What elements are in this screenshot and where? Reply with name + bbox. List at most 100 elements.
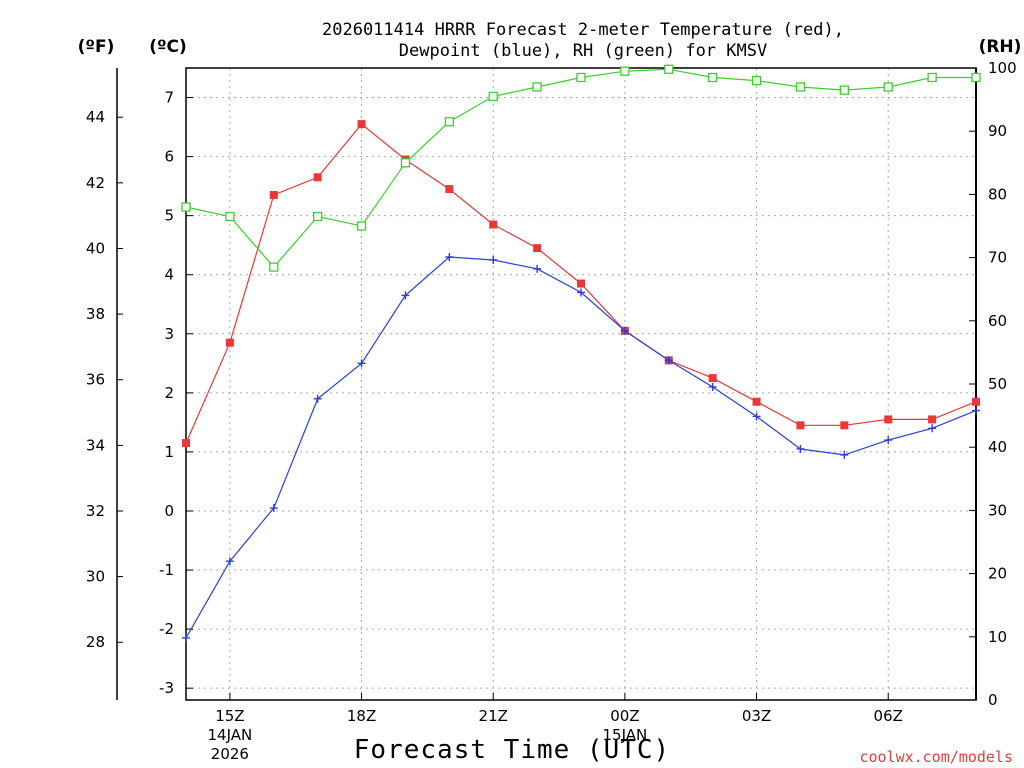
- celsius-tick-label: -3: [159, 679, 174, 697]
- dewpoint-point: [664, 356, 673, 365]
- fahrenheit-tick-label: 32: [86, 502, 105, 520]
- temperature-point: [225, 338, 234, 347]
- dewpoint-point: [928, 424, 937, 433]
- rh-tick-label: 100: [988, 59, 1017, 77]
- celsius-tick-label: 3: [164, 325, 174, 343]
- dewpoint-point: [357, 359, 366, 368]
- fahrenheit-tick-label: 44: [86, 108, 105, 126]
- celsius-tick-label: 4: [164, 266, 174, 284]
- rh-point: [313, 211, 323, 222]
- rh-point: [225, 211, 235, 222]
- temperature-point: [577, 279, 585, 288]
- dewpoint-point: [620, 326, 629, 335]
- fahrenheit-tick-label: 42: [86, 174, 105, 192]
- rh-line: [185, 68, 976, 269]
- dewpoint-point: [182, 633, 190, 642]
- rh-point: [576, 72, 586, 83]
- dewpoint-point: [269, 504, 278, 513]
- rh-tick-label: 60: [988, 312, 1007, 330]
- dewpoint-point: [752, 412, 761, 421]
- rh-tick-label: 90: [988, 122, 1007, 140]
- celsius-tick-label: 0: [164, 502, 174, 520]
- celsius-tick-label: -2: [159, 620, 174, 638]
- celsius-tick-label: 6: [164, 148, 174, 166]
- dewpoint-point: [401, 291, 410, 300]
- rh-point: [927, 72, 937, 83]
- temperature-point: [972, 397, 980, 406]
- rh-point: [795, 82, 806, 92]
- x-tick-label: 21Z: [479, 707, 508, 725]
- rh-point: [751, 75, 762, 86]
- celsius-unit-label: (ºC): [149, 37, 187, 57]
- rh-tick-label: 30: [988, 501, 1007, 519]
- dewpoint-point: [445, 253, 454, 262]
- temperature-markers: [182, 120, 980, 448]
- temperature-point: [533, 244, 542, 253]
- temperature-point: [928, 415, 937, 424]
- dewpoint-point: [577, 288, 585, 297]
- rh-point: [708, 72, 718, 83]
- data-series: [181, 64, 981, 642]
- rh-markers: [181, 64, 981, 272]
- rh-point: [181, 202, 191, 212]
- plot-frame: [185, 67, 977, 701]
- temperature-point: [357, 120, 366, 129]
- fahrenheit-tick-label: 38: [86, 305, 105, 323]
- temperature-point: [269, 190, 278, 199]
- rh-point: [356, 221, 367, 231]
- x-tick-date-label: 15JAN: [603, 726, 648, 744]
- rh-point: [444, 117, 454, 127]
- gridlines: [186, 68, 976, 700]
- rh-point: [839, 85, 849, 95]
- x-tick-label: 18Z: [347, 707, 376, 725]
- temperature-point: [182, 439, 190, 448]
- celsius-tick-label: 7: [164, 89, 174, 107]
- temperature-point: [313, 173, 322, 182]
- dewpoint-point: [225, 557, 234, 566]
- x-axis-title: Forecast Time (UTC): [354, 735, 670, 765]
- x-tick-label: 00Z: [610, 707, 639, 725]
- temperature-point: [796, 421, 805, 430]
- dewpoint-markers: [182, 253, 980, 642]
- rh-tick-label: 10: [988, 628, 1007, 646]
- rh-point: [971, 72, 981, 83]
- dewpoint-point: [972, 406, 980, 415]
- fahrenheit-tick-label: 34: [86, 436, 105, 454]
- dewpoint-point: [796, 444, 805, 453]
- rh-point: [488, 91, 498, 102]
- axes: -3-2-10123456728303234363840424401020304…: [86, 59, 1017, 763]
- dewpoint-point: [840, 450, 849, 459]
- x-tick-label: 06Z: [874, 707, 903, 725]
- celsius-tick-label: -1: [159, 561, 174, 579]
- dewpoint-point: [313, 394, 322, 403]
- rh-unit-label: (RH): [979, 37, 1022, 57]
- x-tick-date-label: 14JAN: [208, 726, 253, 744]
- fahrenheit-tick-label: 30: [86, 568, 105, 586]
- fahrenheit-unit-label: (ºF): [78, 37, 115, 57]
- x-tick-label: 03Z: [742, 707, 771, 725]
- fahrenheit-tick-label: 28: [86, 633, 105, 651]
- rh-point: [664, 64, 674, 74]
- rh-tick-label: 20: [988, 565, 1007, 583]
- fahrenheit-tick-label: 36: [86, 371, 105, 389]
- dewpoint-line: [185, 256, 977, 639]
- dewpoint-point: [533, 264, 542, 273]
- dewpoint-point: [708, 382, 717, 391]
- rh-point: [269, 262, 279, 272]
- source-credit: coolwx.com/models: [859, 748, 1013, 766]
- dewpoint-point: [884, 436, 893, 445]
- rh-tick-label: 40: [988, 438, 1007, 456]
- temperature-point: [489, 220, 498, 229]
- temperature-point: [840, 421, 849, 430]
- rh-tick-label: 50: [988, 375, 1007, 393]
- rh-point: [532, 82, 542, 92]
- x-tick-label: 15Z: [215, 707, 244, 725]
- chart-title-line1: 2026011414 HRRR Forecast 2-meter Tempera…: [322, 20, 844, 40]
- celsius-tick-label: 1: [164, 443, 174, 461]
- chart-title-line2: Dewpoint (blue), RH (green) for KMSV: [399, 41, 767, 61]
- rh-tick-label: 80: [988, 185, 1007, 203]
- rh-tick-label: 0: [988, 691, 998, 709]
- temperature-point: [752, 397, 761, 406]
- x-tick-year-label: 2026: [211, 745, 249, 763]
